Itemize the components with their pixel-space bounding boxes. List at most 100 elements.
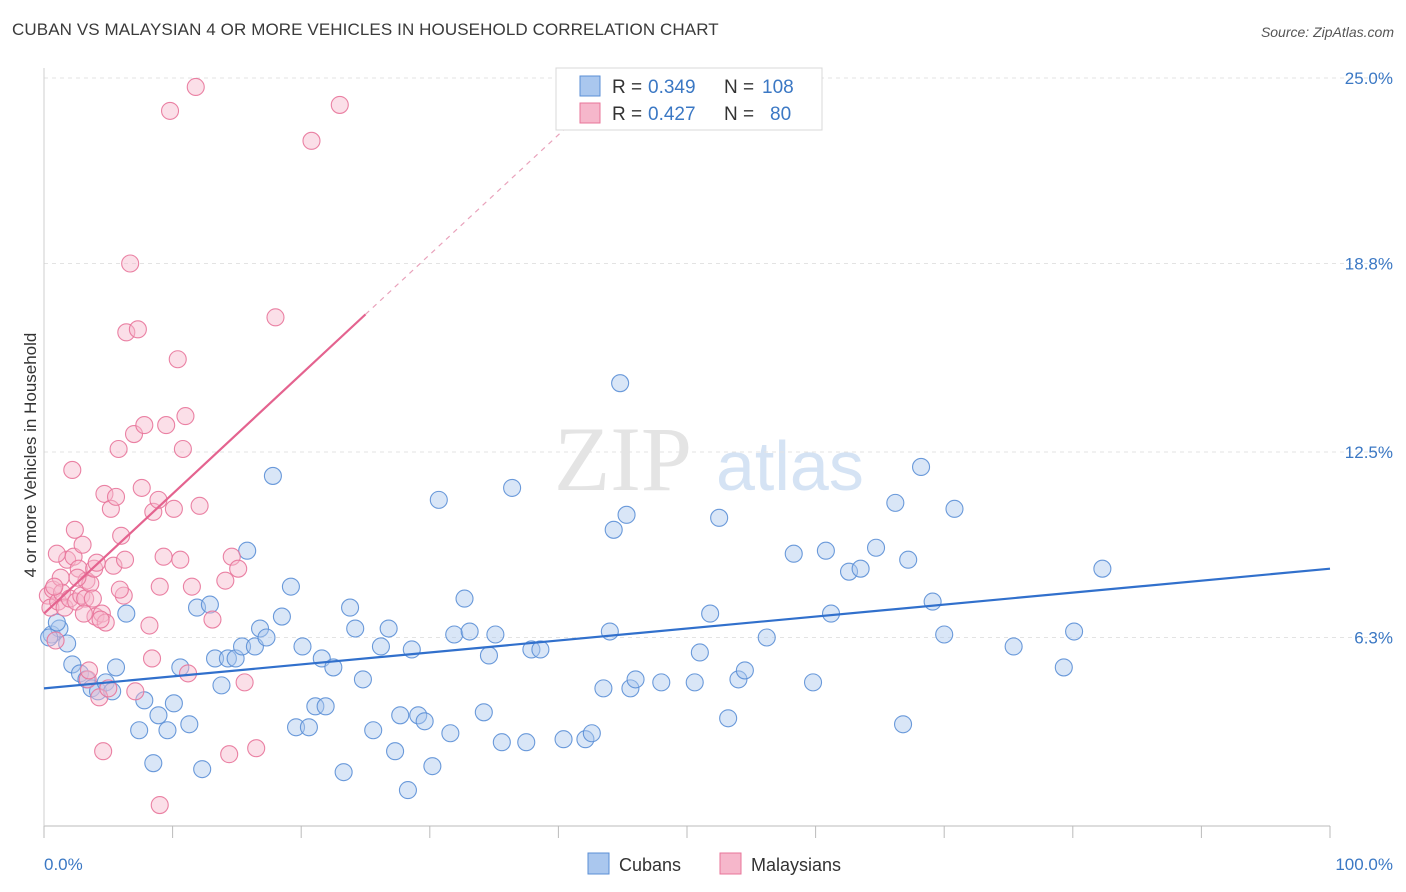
cubans-point	[455, 589, 474, 608]
legend-r-label-cubans: R =	[612, 77, 642, 98]
bottom-legend-label-cubans: Cubans	[619, 855, 681, 875]
cubans-point	[180, 715, 199, 734]
malaysians-point	[235, 673, 254, 692]
malaysians-point	[203, 610, 222, 629]
cubans-point	[757, 628, 776, 647]
malaysians-point	[173, 439, 192, 459]
cubans-point	[353, 670, 372, 689]
cubans-point	[851, 559, 870, 578]
cubans-point	[441, 724, 460, 743]
cubans-point	[685, 673, 704, 692]
malaysians-point	[55, 598, 74, 617]
cubans-point	[935, 625, 954, 644]
cubans-point	[299, 718, 318, 737]
gridlines	[44, 77, 1392, 639]
cubans-point	[316, 697, 335, 716]
stats-legend: R = 0.349 N = 108 R = 0.427 N = 80	[555, 67, 823, 131]
cubans-point	[130, 721, 149, 740]
cubans-point	[582, 724, 601, 743]
legend-r-value-cubans: 0.349	[648, 77, 696, 98]
cubans-point	[701, 604, 720, 623]
malaysians-point	[94, 742, 113, 761]
trend-line-malaysians	[43, 313, 367, 615]
malaysians-point	[46, 631, 65, 650]
cubans-point	[617, 505, 636, 524]
malaysians-point	[99, 679, 118, 698]
cubans-point	[263, 466, 282, 485]
malaysians-point	[73, 535, 92, 554]
malaysians-point	[164, 499, 183, 518]
malaysians-point	[128, 320, 147, 339]
malaysians-point	[150, 577, 169, 596]
cubans-point	[212, 676, 231, 695]
cubans-point	[391, 706, 410, 725]
cubans-point	[386, 742, 405, 761]
trend-line-malaysians-extension	[365, 77, 620, 315]
cubans-point	[117, 604, 136, 623]
cubans-point	[341, 598, 360, 617]
chart-source: Source: ZipAtlas.com	[1260, 24, 1394, 40]
cubans-point	[346, 619, 365, 638]
watermark-zip: ZIP	[554, 408, 692, 510]
cubans-point	[415, 712, 434, 731]
malaysians-point	[182, 577, 201, 596]
cubans-point	[334, 763, 353, 782]
cubans-point	[503, 478, 522, 497]
cubans-point	[719, 709, 738, 728]
cubans-point	[460, 622, 479, 641]
cubans-point	[531, 640, 550, 659]
malaysians-point	[117, 323, 136, 342]
malaysians-point	[96, 613, 115, 632]
cubans-point	[517, 733, 536, 752]
legend-r-value-malaysians: 0.427	[648, 104, 696, 125]
cubans-point	[218, 649, 237, 668]
x-tick-label-min: 0.0%	[44, 855, 83, 874]
watermark: ZIP atlas	[554, 408, 864, 510]
legend-swatch-malaysians	[579, 102, 601, 124]
malaysians-point	[101, 499, 120, 518]
legend-n-label-cubans: N =	[724, 77, 754, 98]
y-tick-label: 6.3%	[1354, 629, 1393, 648]
cubans-point	[554, 730, 573, 749]
cubans-point	[899, 550, 918, 569]
cubans-point	[324, 658, 343, 677]
cubans-point	[293, 637, 312, 656]
cubans-point	[803, 673, 823, 692]
cubans-point	[1065, 622, 1084, 641]
cubans-point	[379, 619, 398, 638]
cubans-point	[1093, 559, 1112, 578]
malaysians-point	[157, 416, 176, 435]
x-axis-ticks	[43, 826, 1331, 838]
cubans-point	[474, 703, 493, 722]
malaysians-point	[74, 604, 93, 623]
cubans-point	[492, 733, 511, 752]
malaysians-point	[109, 439, 128, 459]
cubans-point	[272, 607, 291, 626]
legend-n-value-malaysians: 80	[770, 104, 791, 125]
malaysians-point	[124, 424, 144, 444]
cubans-point	[158, 721, 177, 740]
y-tick-label: 18.8%	[1345, 255, 1393, 274]
cubans-point	[479, 646, 499, 665]
malaysians-point	[92, 604, 111, 623]
y-tick-label: 25.0%	[1345, 69, 1393, 88]
cubans-point	[710, 508, 729, 527]
malaysians-point	[110, 580, 129, 599]
malaysians-point	[302, 131, 321, 150]
legend-n-value-cubans: 108	[762, 77, 794, 98]
chart-title: CUBAN VS MALAYSIAN 4 OR MORE VEHICLES IN…	[12, 20, 719, 39]
malaysians-point	[186, 77, 205, 97]
cubans-point	[621, 679, 640, 698]
cubans-point	[729, 670, 748, 689]
cubans-point	[784, 544, 803, 563]
malaysians-point	[160, 101, 180, 120]
cubans-point	[1004, 637, 1023, 656]
malaysians-point	[115, 550, 135, 569]
x-tick-label-max: 100.0%	[1335, 855, 1393, 874]
malaysians-point	[91, 610, 110, 629]
malaysians-point	[83, 589, 102, 608]
malaysians-point	[168, 350, 187, 369]
cubans-point	[866, 538, 886, 557]
malaysians-point	[79, 661, 99, 680]
